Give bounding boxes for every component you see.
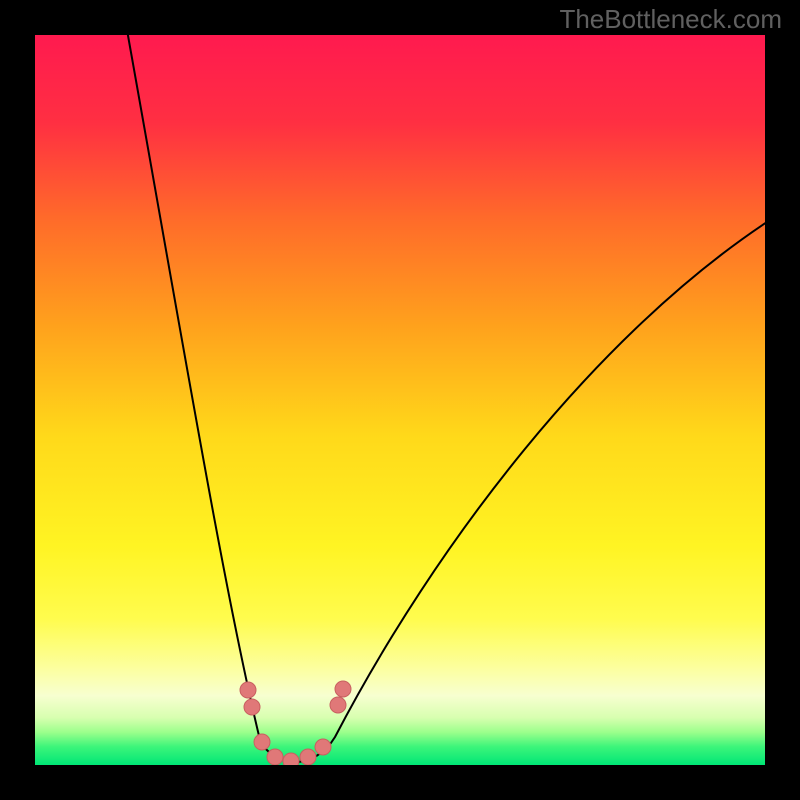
curve-marker [315, 739, 331, 755]
chart-svg [35, 35, 765, 765]
watermark-text: TheBottleneck.com [559, 4, 782, 35]
curve-marker [283, 753, 299, 765]
curve-marker [254, 734, 270, 750]
curve-marker [330, 697, 346, 713]
curve-marker [240, 682, 256, 698]
curve-marker [267, 749, 283, 765]
gradient-background [35, 35, 765, 765]
curve-marker [244, 699, 260, 715]
curve-marker [300, 749, 316, 765]
curve-marker [335, 681, 351, 697]
canvas: TheBottleneck.com [0, 0, 800, 800]
plot-area [35, 35, 765, 765]
